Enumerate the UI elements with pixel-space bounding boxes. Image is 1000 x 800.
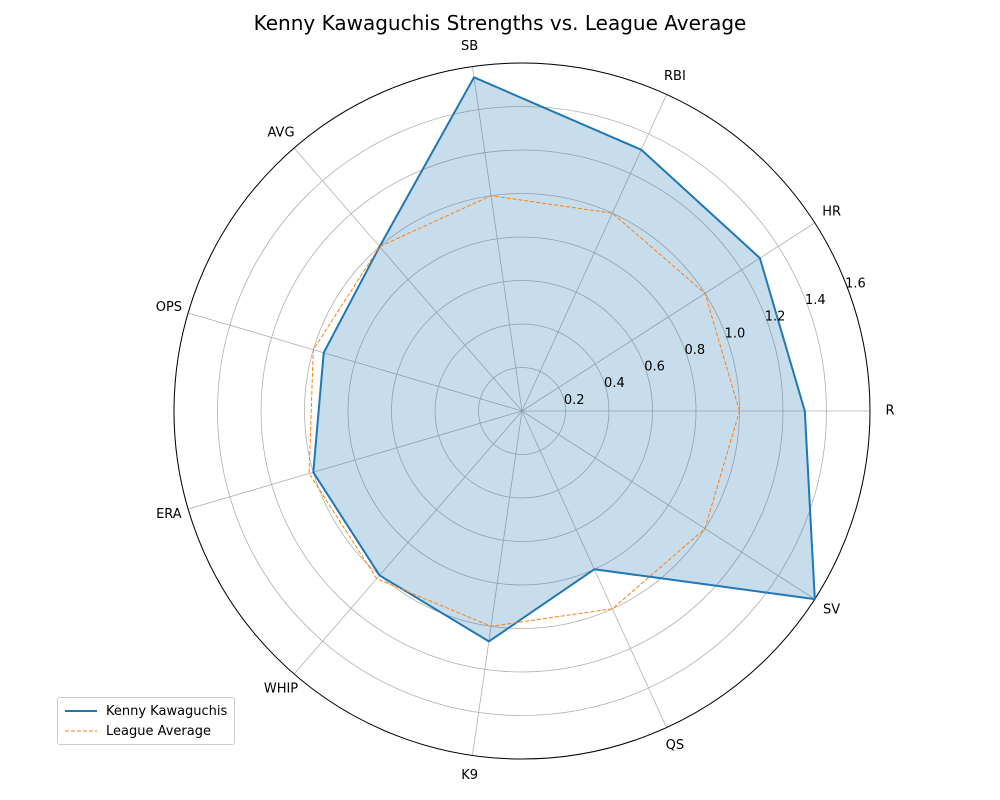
legend-label: League Average — [106, 723, 211, 739]
series-area — [313, 77, 815, 642]
legend-item-kenny: Kenny Kawaguchis — [65, 702, 227, 720]
grid-spoke — [187, 312, 523, 412]
series-layer — [308, 76, 816, 643]
grid-spoke — [521, 410, 815, 600]
radial-tick-label: 1.4 — [805, 293, 826, 308]
category-label: K9 — [461, 768, 478, 783]
radial-tick-label: 1.0 — [725, 326, 746, 341]
grid-spoke — [521, 94, 667, 412]
legend: Kenny Kawaguchis League Average — [57, 697, 235, 745]
category-label: HR — [822, 205, 841, 220]
legend-swatch-solid — [65, 710, 97, 712]
category-label: OPS — [156, 300, 182, 315]
grid-spoke — [472, 66, 523, 412]
category-label: R — [885, 404, 894, 419]
series-line — [308, 195, 740, 627]
category-label: AVG — [267, 125, 294, 140]
radial-tick-label: 0.4 — [604, 376, 625, 391]
legend-label: Kenny Kawaguchis — [106, 703, 228, 719]
axis-labels: R HR RBI SB AVG OPS ERA WHIP K9 QS SV 0.2 0.4 0.6 0.8 1… — [156, 39, 895, 783]
radial-tick-label: 1.2 — [765, 310, 786, 325]
radial-tick-label: 0.2 — [564, 393, 585, 408]
grid-spoke — [472, 410, 523, 756]
category-label: SB — [461, 39, 478, 54]
grid-spoke — [293, 410, 523, 675]
legend-item-league: League Average — [65, 722, 211, 740]
category-label: RBI — [664, 69, 686, 84]
series-line — [312, 76, 816, 643]
category-label: QS — [666, 738, 684, 753]
radial-grid — [173, 62, 871, 760]
radial-tick-label: 0.8 — [684, 343, 705, 358]
chart-title: Kenny Kawaguchis Strengths vs. League Av… — [253, 11, 747, 35]
grid-spoke — [187, 410, 523, 510]
polar-frame — [173, 62, 871, 760]
radial-tick-label: 0.6 — [644, 360, 665, 375]
legend-swatch-dashed — [65, 730, 97, 732]
category-label: ERA — [156, 507, 182, 522]
radial-tick-label: 1.6 — [845, 276, 866, 291]
grid-spoke — [521, 222, 815, 412]
category-label: SV — [823, 603, 840, 618]
category-label: WHIP — [264, 682, 298, 697]
grid-spoke — [293, 147, 523, 412]
